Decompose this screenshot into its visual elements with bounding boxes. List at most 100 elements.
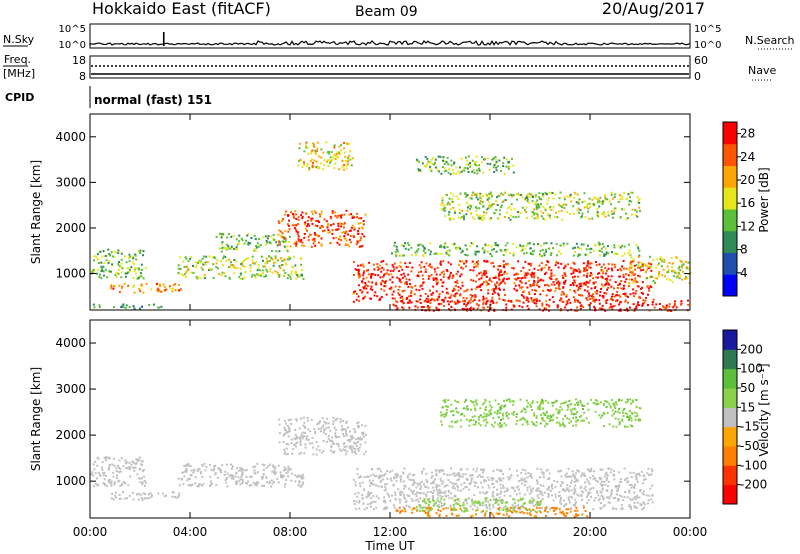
data-cell bbox=[300, 484, 303, 487]
data-cell bbox=[459, 475, 462, 478]
data-cell bbox=[638, 496, 641, 499]
data-cell bbox=[540, 268, 543, 271]
data-cell bbox=[584, 206, 587, 209]
data-cell bbox=[484, 158, 486, 161]
data-cell bbox=[337, 156, 340, 159]
data-cell bbox=[465, 297, 468, 300]
data-cell bbox=[453, 474, 456, 477]
data-cell bbox=[550, 272, 553, 275]
data-cell bbox=[544, 506, 547, 509]
data-cell bbox=[539, 210, 542, 213]
data-cell bbox=[357, 268, 360, 271]
data-cell bbox=[135, 458, 138, 461]
data-cell bbox=[593, 298, 595, 301]
data-cell bbox=[403, 507, 406, 510]
data-cell bbox=[283, 450, 286, 453]
data-cell bbox=[371, 483, 374, 486]
data-cell bbox=[216, 476, 219, 479]
data-cell bbox=[462, 504, 465, 506]
data-cell bbox=[379, 264, 381, 267]
data-cell bbox=[622, 267, 625, 270]
data-cell bbox=[331, 440, 334, 443]
data-cell bbox=[614, 496, 617, 499]
data-cell bbox=[492, 469, 495, 472]
data-cell bbox=[619, 216, 622, 219]
data-cell bbox=[417, 271, 420, 274]
data-cell bbox=[310, 150, 313, 153]
data-cell bbox=[500, 169, 503, 172]
data-cell bbox=[457, 499, 460, 502]
data-cell bbox=[498, 496, 501, 499]
data-cell bbox=[482, 306, 485, 309]
data-cell bbox=[550, 485, 553, 488]
data-cell bbox=[496, 409, 499, 412]
data-cell bbox=[558, 282, 561, 285]
data-cell bbox=[267, 235, 270, 238]
data-cell bbox=[322, 168, 325, 171]
data-cell bbox=[503, 399, 506, 402]
data-cell bbox=[506, 506, 509, 509]
data-cell bbox=[216, 259, 219, 262]
data-cell bbox=[260, 255, 263, 258]
data-cell bbox=[620, 280, 623, 282]
data-cell bbox=[469, 211, 472, 214]
data-cell bbox=[634, 292, 637, 295]
data-cell bbox=[263, 275, 266, 278]
data-cell bbox=[429, 242, 432, 245]
data-cell bbox=[520, 250, 523, 252]
data-cell bbox=[336, 228, 339, 231]
data-cell bbox=[500, 249, 503, 252]
data-cell bbox=[374, 475, 377, 477]
data-cell bbox=[118, 479, 121, 482]
data-cell bbox=[525, 216, 528, 219]
data-cell bbox=[592, 478, 595, 480]
data-cell bbox=[287, 230, 290, 233]
data-cell bbox=[527, 402, 530, 405]
data-cell bbox=[566, 195, 569, 198]
data-cell bbox=[672, 262, 675, 265]
data-cell bbox=[134, 466, 137, 469]
data-cell bbox=[281, 476, 284, 479]
data-cell bbox=[432, 504, 435, 507]
data-cell bbox=[491, 292, 494, 295]
data-cell bbox=[342, 428, 345, 431]
data-cell bbox=[637, 261, 640, 264]
data-cell bbox=[480, 468, 482, 471]
data-cell bbox=[192, 471, 195, 474]
data-cell bbox=[564, 265, 567, 268]
data-cell bbox=[357, 447, 360, 450]
data-cell bbox=[355, 243, 358, 245]
data-cell bbox=[118, 467, 120, 469]
data-cell bbox=[580, 490, 583, 493]
data-cell bbox=[150, 288, 152, 291]
data-cell bbox=[475, 509, 477, 512]
data-cell bbox=[298, 452, 301, 455]
data-cell bbox=[574, 268, 577, 271]
data-cell bbox=[375, 495, 378, 498]
data-cell bbox=[591, 297, 594, 300]
data-cell bbox=[297, 237, 300, 240]
data-cell bbox=[561, 290, 564, 293]
data-cell bbox=[560, 293, 563, 296]
data-cell bbox=[408, 478, 411, 481]
data-cell bbox=[542, 193, 545, 196]
data-cell bbox=[646, 304, 649, 307]
data-cell bbox=[414, 305, 417, 308]
data-cell bbox=[140, 497, 143, 499]
data-cell bbox=[295, 244, 298, 247]
data-cell bbox=[451, 200, 454, 203]
data-cell bbox=[630, 274, 633, 277]
data-cell bbox=[632, 292, 635, 295]
data-cell bbox=[348, 438, 351, 441]
data-cell bbox=[670, 256, 673, 259]
data-cell bbox=[369, 297, 372, 300]
data-cell bbox=[651, 303, 654, 306]
data-cell bbox=[619, 194, 621, 197]
data-cell bbox=[442, 491, 445, 494]
data-cell bbox=[130, 463, 133, 466]
data-cell bbox=[637, 304, 640, 307]
data-cell bbox=[513, 208, 516, 211]
data-cell bbox=[320, 244, 323, 247]
data-cell bbox=[492, 482, 495, 485]
data-cell bbox=[123, 255, 126, 258]
